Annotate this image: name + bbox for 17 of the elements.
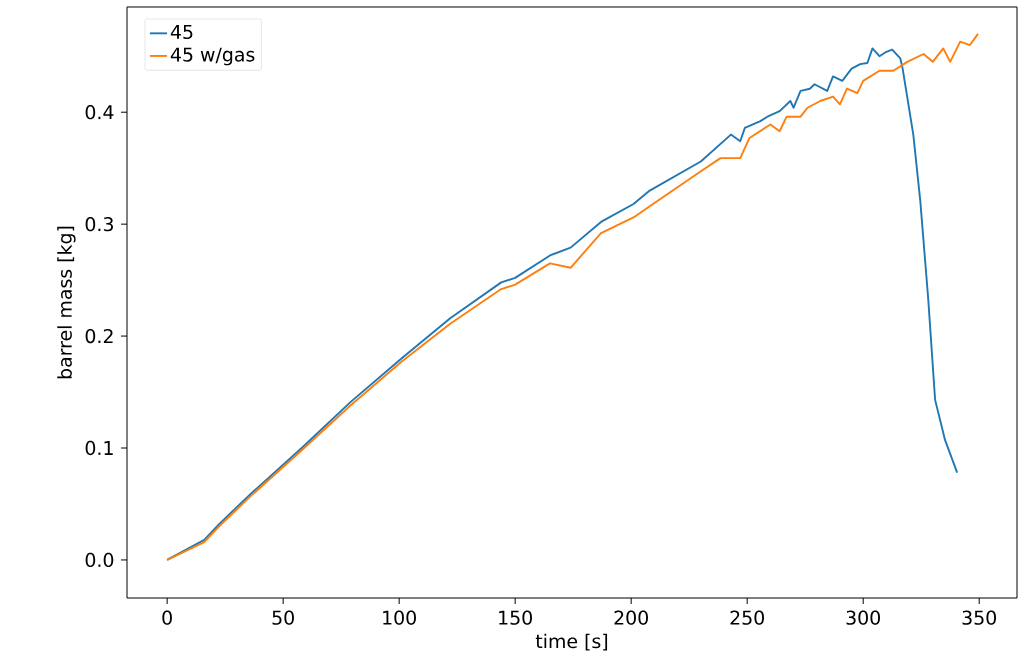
- x-tick-label: 0: [162, 610, 172, 625]
- y-tick-label: 0.2: [85, 328, 113, 344]
- x-axis-title: time [s]: [535, 633, 608, 651]
- y-tick-label: 0.4: [85, 105, 114, 120]
- x-tick-label: 100: [383, 610, 416, 625]
- y-tick-label: 0.0: [85, 552, 114, 568]
- y-tick-label: 0.1: [85, 440, 113, 456]
- x-tick-label: 250: [730, 610, 764, 625]
- legend-label: 45 w/gas: [170, 47, 255, 66]
- x-tick-label: 150: [499, 610, 532, 625]
- x-tick-label: 300: [846, 610, 880, 625]
- x-tick-label: 50: [272, 610, 294, 625]
- y-axis-title: barrel mass [kg]: [57, 226, 76, 379]
- legend-label: 45: [170, 25, 193, 40]
- y-tick-label: 0.3: [85, 216, 113, 232]
- x-tick-label: 350: [962, 610, 996, 625]
- x-tick-label: 200: [614, 610, 648, 625]
